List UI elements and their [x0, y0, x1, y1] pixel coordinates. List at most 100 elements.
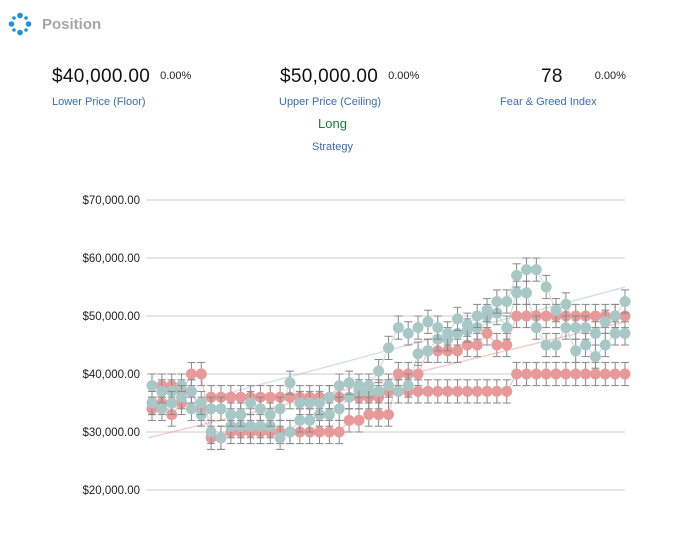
- data-point: [343, 377, 355, 389]
- data-point: [304, 397, 316, 409]
- data-point: [511, 269, 523, 281]
- data-point: [412, 348, 424, 360]
- floor-price-change: 0.00%: [160, 70, 192, 82]
- panel-title: Position: [42, 15, 102, 33]
- data-point: [580, 339, 592, 351]
- data-point: [481, 304, 493, 316]
- data-point: [402, 380, 414, 392]
- data-point: [264, 391, 276, 403]
- data-point: [599, 339, 611, 351]
- data-point: [471, 385, 483, 397]
- data-point: [560, 368, 572, 380]
- y-tick-label: $60,000.00: [82, 253, 140, 265]
- data-point: [215, 403, 227, 415]
- data-point: [442, 385, 454, 397]
- data-point: [284, 377, 296, 389]
- data-point: [195, 368, 207, 380]
- data-point: [274, 403, 286, 415]
- data-point: [373, 365, 385, 377]
- data-point: [511, 310, 523, 322]
- data-point: [412, 368, 424, 380]
- data-point: [185, 368, 197, 380]
- floor-price-label: Lower Price (Floor): [52, 96, 146, 108]
- data-point: [589, 310, 601, 322]
- data-point: [481, 327, 493, 339]
- data-point: [589, 327, 601, 339]
- y-tick-label: $40,000.00: [82, 369, 140, 381]
- data-point: [166, 397, 178, 409]
- data-point: [501, 339, 513, 351]
- data-point: [264, 409, 276, 421]
- y-tick-label: $20,000.00: [82, 485, 140, 497]
- data-point: [599, 316, 611, 328]
- data-point: [589, 351, 601, 363]
- data-point: [540, 368, 552, 380]
- data-point: [530, 322, 542, 334]
- data-point: [520, 264, 532, 276]
- data-point: [225, 391, 237, 403]
- data-point: [451, 345, 463, 357]
- ceiling-price-label: Upper Price (Ceiling): [279, 96, 382, 108]
- data-point: [215, 432, 227, 444]
- data-point: [284, 426, 296, 438]
- data-point: [609, 327, 621, 339]
- data-point: [550, 368, 562, 380]
- data-point: [550, 339, 562, 351]
- data-point: [245, 420, 257, 432]
- data-point: [363, 380, 375, 392]
- data-point: [195, 397, 207, 409]
- data-point: [550, 304, 562, 316]
- y-tick-label: $70,000.00: [82, 195, 140, 207]
- data-point: [353, 380, 365, 392]
- data-point: [225, 409, 237, 421]
- data-point: [353, 414, 365, 426]
- fear-greed-change: 0.00%: [594, 70, 626, 82]
- data-point: [501, 385, 513, 397]
- data-point: [314, 397, 326, 409]
- data-point: [412, 322, 424, 334]
- data-point: [333, 380, 345, 392]
- data-point: [461, 385, 473, 397]
- data-point: [442, 327, 454, 339]
- data-point: [294, 397, 306, 409]
- data-point: [560, 298, 572, 310]
- fear-greed-label: Fear & Greed Index: [500, 96, 597, 108]
- data-point: [481, 385, 493, 397]
- data-point: [511, 368, 523, 380]
- y-tick-label: $30,000.00: [82, 427, 140, 439]
- data-point: [570, 368, 582, 380]
- ceiling-price-change: 0.00%: [388, 70, 420, 82]
- data-point: [511, 287, 523, 299]
- data-point: [422, 316, 434, 328]
- data-point: [235, 409, 247, 421]
- data-point: [520, 310, 532, 322]
- data-point: [383, 342, 394, 354]
- data-point: [520, 368, 532, 380]
- data-point: [333, 426, 345, 438]
- data-point: [146, 397, 158, 409]
- data-point: [176, 391, 188, 403]
- data-point: [560, 322, 572, 334]
- data-point: [333, 403, 345, 415]
- fear-greed-stat: 78 0.00%: [541, 66, 626, 88]
- data-point: [451, 385, 463, 397]
- data-point: [471, 339, 483, 351]
- data-point: [254, 420, 266, 432]
- data-point: [205, 426, 217, 438]
- data-point: [412, 385, 424, 397]
- data-point: [254, 403, 266, 415]
- strategy-label: Strategy: [312, 141, 353, 153]
- floor-price-stat: $40,000.00 0.00%: [52, 66, 191, 88]
- data-point: [580, 322, 592, 334]
- data-point: [570, 345, 582, 357]
- y-tick-label: $50,000.00: [82, 311, 140, 323]
- data-point: [619, 296, 631, 307]
- data-point: [392, 322, 404, 334]
- data-point: [491, 385, 503, 397]
- data-point: [501, 322, 513, 334]
- data-point: [156, 385, 168, 397]
- data-point: [373, 409, 385, 421]
- data-point: [323, 426, 335, 438]
- data-point: [383, 409, 394, 421]
- data-point: [491, 339, 503, 351]
